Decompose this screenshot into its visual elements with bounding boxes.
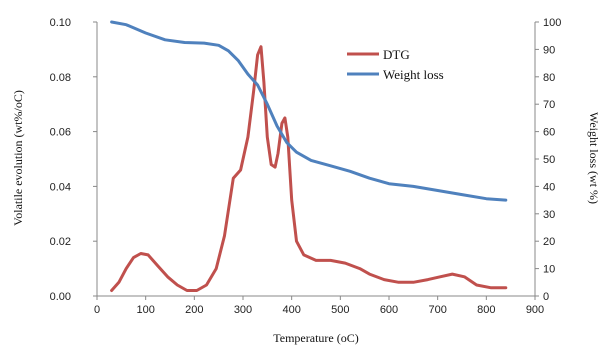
weight-loss-series-line bbox=[112, 22, 506, 200]
x-axis-title: Temperature (oC) bbox=[273, 331, 358, 345]
left-y-tick-label: 0.08 bbox=[50, 72, 71, 84]
right-y-tick-label: 30 bbox=[543, 209, 555, 221]
right-y-tick-label: 10 bbox=[543, 264, 555, 276]
x-tick-label: 800 bbox=[477, 304, 495, 316]
right-y-tick-label: 100 bbox=[543, 17, 561, 29]
axes bbox=[97, 22, 535, 296]
x-tick-label: 300 bbox=[234, 304, 252, 316]
right-y-tick-label: 50 bbox=[543, 154, 555, 166]
left-y-tick-label: 0.10 bbox=[50, 17, 71, 29]
x-tick-label: 700 bbox=[428, 304, 446, 316]
dtg-series-line bbox=[112, 47, 506, 291]
left-y-axis-title: Volatile evolution (wt%/oC) bbox=[11, 90, 25, 226]
series-layer bbox=[112, 22, 506, 291]
x-tick-label: 600 bbox=[380, 304, 398, 316]
left-y-tick-label: 0.02 bbox=[50, 236, 71, 248]
x-tick-label: 900 bbox=[526, 304, 544, 316]
x-tick-label: 0 bbox=[94, 304, 100, 316]
right-y-axis-title: Weight loss (wt %) bbox=[587, 112, 598, 204]
right-y-tick-label: 40 bbox=[543, 181, 555, 193]
x-tick-label: 400 bbox=[282, 304, 300, 316]
right-y-tick-label: 20 bbox=[543, 236, 555, 248]
left-y-tick-label: 0.04 bbox=[50, 181, 71, 193]
x-tick-label: 200 bbox=[185, 304, 203, 316]
right-y-tick-label: 80 bbox=[543, 72, 555, 84]
left-y-tick-label: 0.00 bbox=[50, 291, 71, 303]
x-tick-label: 500 bbox=[331, 304, 349, 316]
dtg-legend-label: DTG bbox=[383, 47, 410, 62]
right-y-tick-label: 60 bbox=[543, 127, 555, 139]
x-tick-label: 100 bbox=[136, 304, 154, 316]
right-y-tick-label: 70 bbox=[543, 99, 555, 111]
weight-loss-legend-label: Weight loss bbox=[383, 67, 444, 82]
legend: DTG Weight loss bbox=[347, 47, 444, 82]
right-y-tick-label: 0 bbox=[543, 291, 549, 303]
right-y-tick-label: 90 bbox=[543, 44, 555, 56]
left-y-tick-label: 0.06 bbox=[50, 127, 71, 139]
